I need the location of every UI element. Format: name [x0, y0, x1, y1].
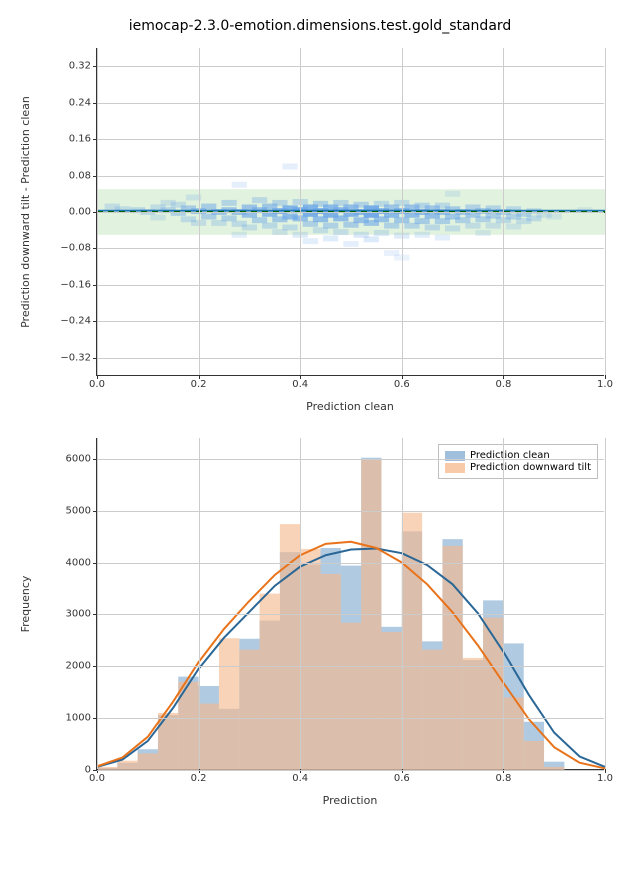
- ytick-label: 5000: [66, 505, 91, 516]
- ytick-label: 3000: [66, 609, 91, 620]
- ytick-label: 4000: [66, 557, 91, 568]
- ytick-label: −0.16: [60, 279, 91, 290]
- xtick-label: 0.4: [292, 379, 308, 390]
- ytick-label: 2000: [66, 661, 91, 672]
- ytick-label: 0.08: [69, 170, 91, 181]
- ytick-label: −0.08: [60, 243, 91, 254]
- ytick-label: −0.24: [60, 316, 91, 327]
- xtick-label: 0.4: [292, 773, 308, 784]
- top-ylabel: Prediction downward tilt - Prediction cl…: [19, 96, 32, 328]
- figure: iemocap-2.3.0-emotion.dimensions.test.go…: [0, 0, 640, 880]
- ytick-label: −0.32: [60, 352, 91, 363]
- xtick-label: 1.0: [597, 773, 613, 784]
- xtick-label: 0.2: [191, 773, 207, 784]
- xtick-label: 0.6: [394, 379, 410, 390]
- legend: Prediction cleanPrediction downward tilt: [438, 444, 598, 479]
- xtick-label: 0.6: [394, 773, 410, 784]
- ytick-label: 0.32: [69, 61, 91, 72]
- xtick-label: 1.0: [597, 379, 613, 390]
- figure-title: iemocap-2.3.0-emotion.dimensions.test.go…: [0, 18, 640, 34]
- ytick-label: 0.24: [69, 97, 91, 108]
- xtick-label: 0.8: [495, 773, 511, 784]
- xtick-label: 0.8: [495, 379, 511, 390]
- legend-swatch: [445, 463, 465, 473]
- bottom-xlabel: Prediction: [96, 794, 604, 807]
- ytick-label: 1000: [66, 713, 91, 724]
- ytick-label: 0.00: [69, 207, 91, 218]
- bottom-ylabel: Frequency: [19, 576, 32, 633]
- legend-item: Prediction downward tilt: [445, 462, 591, 473]
- ytick-label: 0.16: [69, 134, 91, 145]
- bottom-plot-svg: [97, 438, 605, 770]
- xtick-label: 0.0: [89, 773, 105, 784]
- ytick-label: 0: [85, 765, 91, 776]
- top-xlabel: Prediction clean: [96, 400, 604, 413]
- ytick-label: 6000: [66, 453, 91, 464]
- xtick-label: 0.2: [191, 379, 207, 390]
- legend-label: Prediction downward tilt: [470, 462, 591, 473]
- xtick-label: 0.0: [89, 379, 105, 390]
- bottom-plot-area: Prediction cleanPrediction downward tilt…: [96, 438, 604, 770]
- top-plot-area: 0.00.20.40.60.81.0−0.32−0.24−0.16−0.080.…: [96, 48, 604, 376]
